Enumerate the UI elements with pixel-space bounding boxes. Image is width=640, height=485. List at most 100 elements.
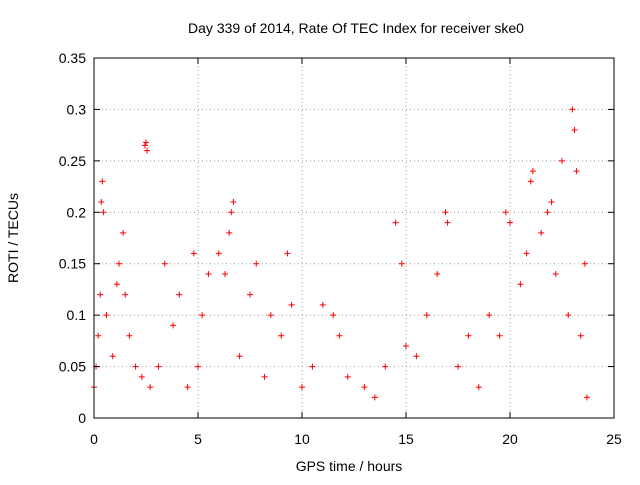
- data-point-plus: [361, 384, 368, 391]
- data-point-plus: [423, 312, 430, 319]
- data-point-plus: [569, 106, 576, 113]
- data-point-plus: [126, 332, 133, 339]
- data-point-plus: [523, 250, 530, 257]
- data-point-plus: [205, 271, 212, 277]
- data-point-plus: [583, 394, 590, 401]
- y-tick-label: 0.1: [67, 307, 87, 323]
- data-point-plus: [507, 219, 513, 226]
- data-point-plus: [103, 312, 110, 319]
- chart-title: Day 339 of 2014, Rate Of TEC Index for r…: [188, 20, 524, 36]
- y-tick-label: 0: [78, 410, 86, 426]
- y-tick-label: 0.25: [59, 153, 86, 169]
- data-point-plus: [581, 260, 588, 267]
- data-point-plus: [199, 312, 206, 319]
- data-point-plus: [226, 229, 233, 236]
- data-point-plus: [253, 260, 260, 267]
- y-tick-label: 0.35: [59, 50, 86, 66]
- data-point-plus: [261, 373, 268, 380]
- data-point-plus: [100, 209, 107, 216]
- data-point-plus: [155, 363, 162, 370]
- data-point-plus: [120, 229, 127, 236]
- data-point-plus: [113, 281, 120, 288]
- data-point-plus: [230, 199, 237, 205]
- data-point-plus: [544, 209, 551, 216]
- data-point-plus: [565, 312, 572, 319]
- data-point-plus: [442, 209, 449, 216]
- data-point-plus: [465, 332, 472, 339]
- y-tick-label: 0.3: [67, 101, 87, 117]
- y-tick-label: 0.2: [67, 204, 87, 220]
- data-point-plus: [577, 332, 584, 339]
- data-point-plus: [195, 363, 201, 370]
- data-point-plus: [161, 260, 168, 267]
- data-point-plus: [109, 353, 116, 360]
- data-point-plus: [573, 168, 580, 175]
- data-point-plus: [215, 250, 222, 257]
- data-point-plus: [398, 260, 405, 267]
- data-point-plus: [138, 373, 145, 380]
- data-point-plus: [496, 332, 503, 339]
- y-tick-label: 0.15: [59, 256, 86, 272]
- data-point-plus: [392, 219, 399, 226]
- data-point-plus: [330, 312, 337, 319]
- data-point-plus: [502, 209, 509, 216]
- data-point-plus: [548, 199, 555, 205]
- data-point-plus: [267, 312, 274, 319]
- data-point-plus: [284, 250, 291, 257]
- data-point-plus: [147, 384, 154, 391]
- data-point-plus: [278, 332, 285, 339]
- x-tick-label: 0: [90, 431, 98, 447]
- data-point-plus: [434, 271, 441, 277]
- data-point-plus: [413, 353, 420, 360]
- data-point-plus: [141, 142, 148, 149]
- data-point-plus: [344, 373, 351, 380]
- data-point-plus: [143, 139, 149, 146]
- data-point-plus: [222, 271, 229, 277]
- data-point-plus: [132, 363, 139, 370]
- data-point-plus: [529, 168, 536, 175]
- data-point-plus: [444, 219, 451, 226]
- data-point-plus: [527, 178, 534, 185]
- data-point-plus: [475, 384, 482, 391]
- data-point-plus: [371, 394, 378, 401]
- data-point-plus: [176, 291, 183, 298]
- data-point-plus: [403, 343, 409, 349]
- data-point-plus: [236, 353, 243, 360]
- data-point-plus: [99, 178, 106, 185]
- data-point-plus: [552, 271, 559, 277]
- data-point-plus: [559, 157, 565, 164]
- x-tick-label: 5: [194, 431, 202, 447]
- y-tick-label: 0.05: [59, 359, 86, 375]
- x-axis-label: GPS time / hours: [296, 458, 403, 474]
- y-axis-label: ROTI / TECUs: [5, 193, 21, 283]
- data-point-plus: [517, 281, 524, 288]
- x-tick-label: 25: [606, 431, 622, 447]
- data-point-plus: [98, 199, 105, 205]
- plot-frame: [93, 57, 615, 419]
- data-point-plus: [336, 332, 343, 339]
- data-point-plus: [228, 209, 235, 216]
- data-point-plus: [247, 291, 253, 298]
- data-point-plus: [190, 250, 197, 257]
- data-point-plus: [144, 147, 151, 154]
- data-point-plus: [571, 127, 578, 133]
- x-tick-label: 15: [398, 431, 414, 447]
- data-point-plus: [486, 312, 493, 319]
- data-point-plus: [319, 301, 326, 308]
- data-point-plus: [115, 260, 122, 267]
- x-tick-label: 10: [294, 431, 310, 447]
- data-point-plus: [455, 363, 461, 370]
- data-point-plus: [309, 363, 316, 370]
- x-tick-label: 20: [502, 431, 518, 447]
- data-point-plus: [122, 291, 129, 298]
- data-point-plus: [170, 322, 177, 329]
- data-points: [91, 106, 590, 401]
- axis-ticks: 0 0.05 0.1 0.15 0.2 0.25 0.3 0.35 0 5 10 15 20 25: [59, 50, 622, 447]
- data-point-plus: [288, 301, 295, 308]
- grid-lines: [94, 58, 614, 418]
- data-point-plus: [184, 384, 191, 391]
- data-point-plus: [95, 332, 102, 339]
- data-point-plus: [382, 363, 389, 370]
